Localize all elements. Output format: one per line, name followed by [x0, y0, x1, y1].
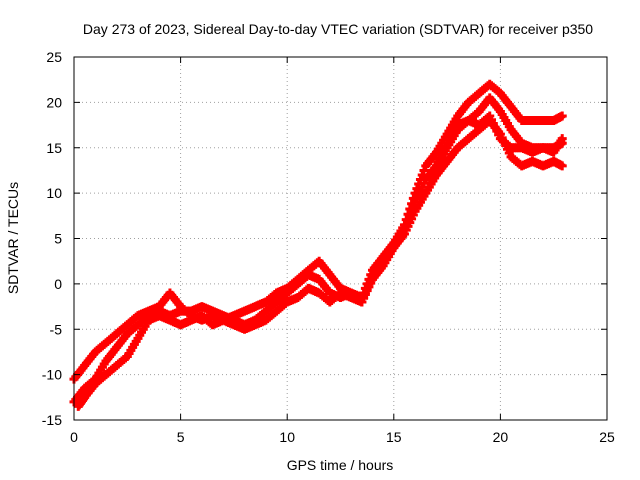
y-tick-label: 10: [46, 185, 62, 201]
data-point: [557, 138, 567, 148]
x-tick-label: 0: [70, 429, 78, 445]
y-tick-label: -5: [50, 321, 63, 337]
axis-ticks: 0 5 10 15 20 25 -15 -10 -5 0 5 10 15 20 25: [42, 49, 615, 445]
x-tick-label: 20: [493, 429, 509, 445]
data-marks: [69, 79, 567, 411]
y-tick-label: 25: [46, 49, 62, 65]
y-tick-label: 15: [46, 140, 62, 156]
x-tick-label: 15: [386, 429, 402, 445]
data-point: [417, 170, 427, 180]
x-axis-label: GPS time / hours: [287, 457, 394, 473]
data-point: [419, 165, 429, 175]
x-tick-label: 25: [599, 429, 615, 445]
y-tick-label: 20: [46, 94, 62, 110]
data-point: [557, 161, 567, 171]
y-tick-label: -15: [42, 412, 62, 428]
series-track-2: [69, 93, 567, 407]
y-tick-label: -10: [42, 367, 62, 383]
y-tick-label: 5: [54, 231, 62, 247]
series-track-4: [431, 111, 567, 171]
x-tick-label: 10: [279, 429, 295, 445]
chart-title: Day 273 of 2023, Sidereal Day-to-day VTE…: [83, 21, 593, 37]
grid: [74, 57, 607, 420]
x-tick-label: 5: [177, 429, 185, 445]
y-axis-label: SDTVAR / TECUs: [5, 182, 21, 294]
data-point: [557, 111, 567, 121]
plot-frame: [73, 56, 608, 421]
y-tick-label: 0: [54, 276, 62, 292]
